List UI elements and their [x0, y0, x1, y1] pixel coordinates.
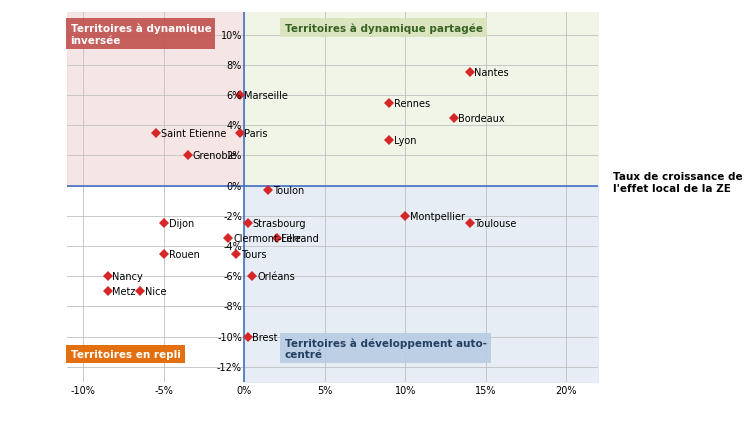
Text: Territoires à développement auto-
centré: Territoires à développement auto- centré [284, 337, 487, 359]
Text: Territoires en repli: Territoires en repli [70, 349, 180, 359]
Text: -2%: -2% [223, 211, 242, 221]
Text: -12%: -12% [217, 362, 242, 372]
Text: -6%: -6% [223, 272, 242, 282]
Text: Strasbourg: Strasbourg [252, 219, 306, 229]
Text: -4%: -4% [223, 241, 242, 251]
Text: Orléans: Orléans [257, 272, 295, 282]
Text: Brest: Brest [252, 332, 278, 342]
Text: Taux de croissance de
l'effet local de la ZE: Taux de croissance de l'effet local de l… [613, 171, 743, 193]
Text: Rennes: Rennes [394, 99, 430, 108]
Text: Territoires à dynamique partagée: Territoires à dynamique partagée [284, 23, 482, 34]
Text: Marseille: Marseille [245, 91, 288, 101]
Text: 6%: 6% [227, 91, 242, 101]
Text: Grenoble: Grenoble [193, 151, 237, 161]
Text: -10%: -10% [217, 332, 242, 342]
Text: 2%: 2% [227, 151, 242, 161]
Text: Paris: Paris [245, 128, 268, 138]
Text: Tours: Tours [241, 249, 266, 259]
Text: Nantes: Nantes [474, 68, 509, 78]
Text: Saint Etienne: Saint Etienne [161, 128, 226, 138]
Text: Nancy: Nancy [112, 272, 143, 282]
Text: 0%: 0% [227, 181, 242, 191]
Text: Dijon: Dijon [169, 219, 194, 229]
Text: Lyon: Lyon [394, 136, 417, 146]
Text: Nice: Nice [144, 286, 166, 296]
Text: 10%: 10% [221, 31, 242, 41]
Text: 4%: 4% [227, 121, 242, 131]
Text: Territoires à dynamique
inversée: Territoires à dynamique inversée [70, 23, 211, 46]
Text: -8%: -8% [223, 302, 242, 312]
Text: Bordeaux: Bordeaux [459, 113, 505, 123]
Text: Toulouse: Toulouse [474, 219, 517, 229]
Text: Rouen: Rouen [169, 249, 200, 259]
Text: Metz: Metz [112, 286, 135, 296]
Text: Toulon: Toulon [273, 186, 304, 196]
Text: 8%: 8% [227, 61, 242, 71]
Text: Montpellier: Montpellier [410, 211, 465, 221]
Text: Lille: Lille [281, 234, 301, 244]
Text: Clermont-Ferrand: Clermont-Ferrand [233, 234, 319, 244]
